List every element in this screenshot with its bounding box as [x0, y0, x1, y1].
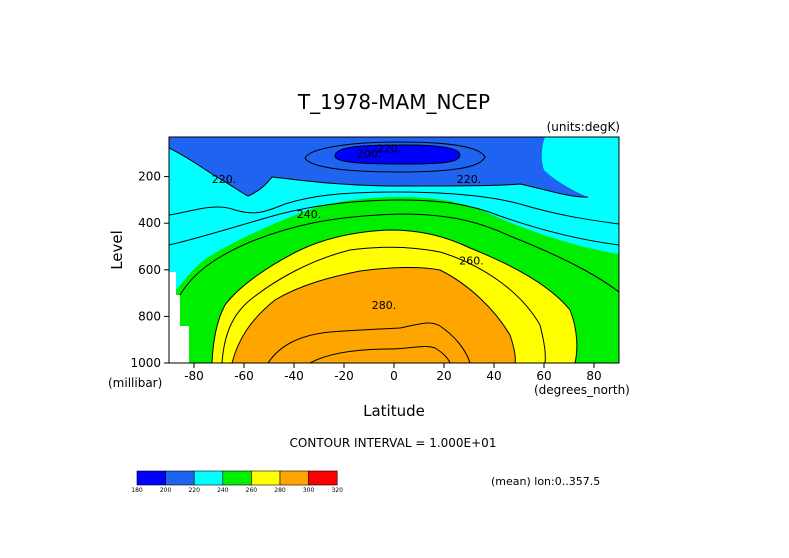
x-tick-label: 80 — [586, 369, 601, 383]
colorbar-tick-label: 300 — [303, 487, 315, 494]
units-label: (units:degK) — [547, 120, 620, 134]
colorbar-swatch — [251, 470, 281, 486]
y-tick-label: 200 — [138, 170, 161, 184]
x-unit-label: (degrees_north) — [534, 383, 630, 397]
contour-value-label: 200. — [357, 147, 382, 160]
contour-lines — [169, 141, 619, 363]
band-below-200 — [335, 145, 460, 164]
band-280-300 — [232, 267, 516, 363]
contour-line-290 — [267, 322, 471, 363]
contour-line-280 — [231, 266, 516, 363]
contour-line-220 — [169, 147, 589, 198]
x-tick-label: -80 — [184, 369, 204, 383]
contour-line-240 — [169, 199, 619, 246]
contour-line-250 — [179, 213, 619, 296]
colorbar-swatch — [279, 470, 309, 486]
chart-title: T_1978-MAM_NCEP — [297, 90, 490, 114]
contour-line-260 — [211, 229, 578, 363]
colorbar-swatch — [136, 470, 166, 486]
colorbar-tick-label: 240 — [217, 487, 229, 494]
x-tick-label: -40 — [284, 369, 304, 383]
y-unit-label: (millibar) — [108, 376, 162, 390]
contour-line-200 — [334, 144, 461, 165]
colorbar-tick-label: 220 — [188, 487, 200, 494]
colorbar-swatch — [193, 470, 224, 486]
contour-line-270 — [221, 246, 546, 363]
contour-value-label: 220. — [457, 173, 482, 186]
x-tick-label: -60 — [234, 369, 254, 383]
plot-area — [169, 137, 619, 363]
contour-line-300 — [309, 345, 451, 363]
colorbar-tick-label: 320 — [331, 487, 343, 494]
contour-labels: 220.200.220. 220.240.260.280. — [212, 143, 484, 312]
contour-value-label: 240. — [297, 208, 322, 221]
colorbar-tick-label: 180 — [131, 487, 143, 494]
colorbar-tick-label: 200 — [160, 487, 172, 494]
contour-line-210 — [304, 141, 486, 173]
colorbar-swatch — [222, 470, 252, 486]
x-tick-label: 40 — [486, 369, 501, 383]
footer-label: (mean) lon:0..357.5 — [491, 475, 600, 488]
y-tick-label: 800 — [138, 309, 161, 323]
x-tick-label: 0 — [390, 369, 398, 383]
band-200-220 — [169, 137, 588, 198]
x-tick-label: 20 — [436, 369, 451, 383]
colorbar-swatch — [165, 470, 195, 486]
contour-value-label: 260. — [459, 254, 484, 267]
colorbar-tick-label: 260 — [246, 487, 258, 494]
contour-value-label: 280. — [372, 299, 397, 312]
contour-value-label: 220. — [212, 173, 237, 186]
missing-data-region — [169, 272, 189, 363]
y-tick-label: 400 — [138, 216, 161, 230]
colorbar-tick-label: 280 — [274, 487, 286, 494]
y-tick-label: 600 — [138, 263, 161, 277]
contour-line-230 — [169, 191, 619, 225]
contour-interval-label: CONTOUR INTERVAL = 1.000E+01 — [290, 436, 497, 450]
colorbar: 180 200 220 240 260 280 300 320 — [131, 470, 343, 494]
y-axis: 200 400 600 800 1000 — [130, 170, 169, 370]
y-axis-label: Level — [108, 230, 126, 270]
colorbar-swatch — [308, 470, 338, 486]
y-tick-label: 1000 — [130, 356, 161, 370]
x-axis: -80 -60 -40 -20 0 20 40 60 80 — [184, 363, 602, 383]
x-axis-label: Latitude — [363, 402, 425, 420]
x-tick-label: -20 — [334, 369, 354, 383]
x-tick-label: 60 — [536, 369, 551, 383]
contour-value-label: 220. — [377, 143, 402, 156]
